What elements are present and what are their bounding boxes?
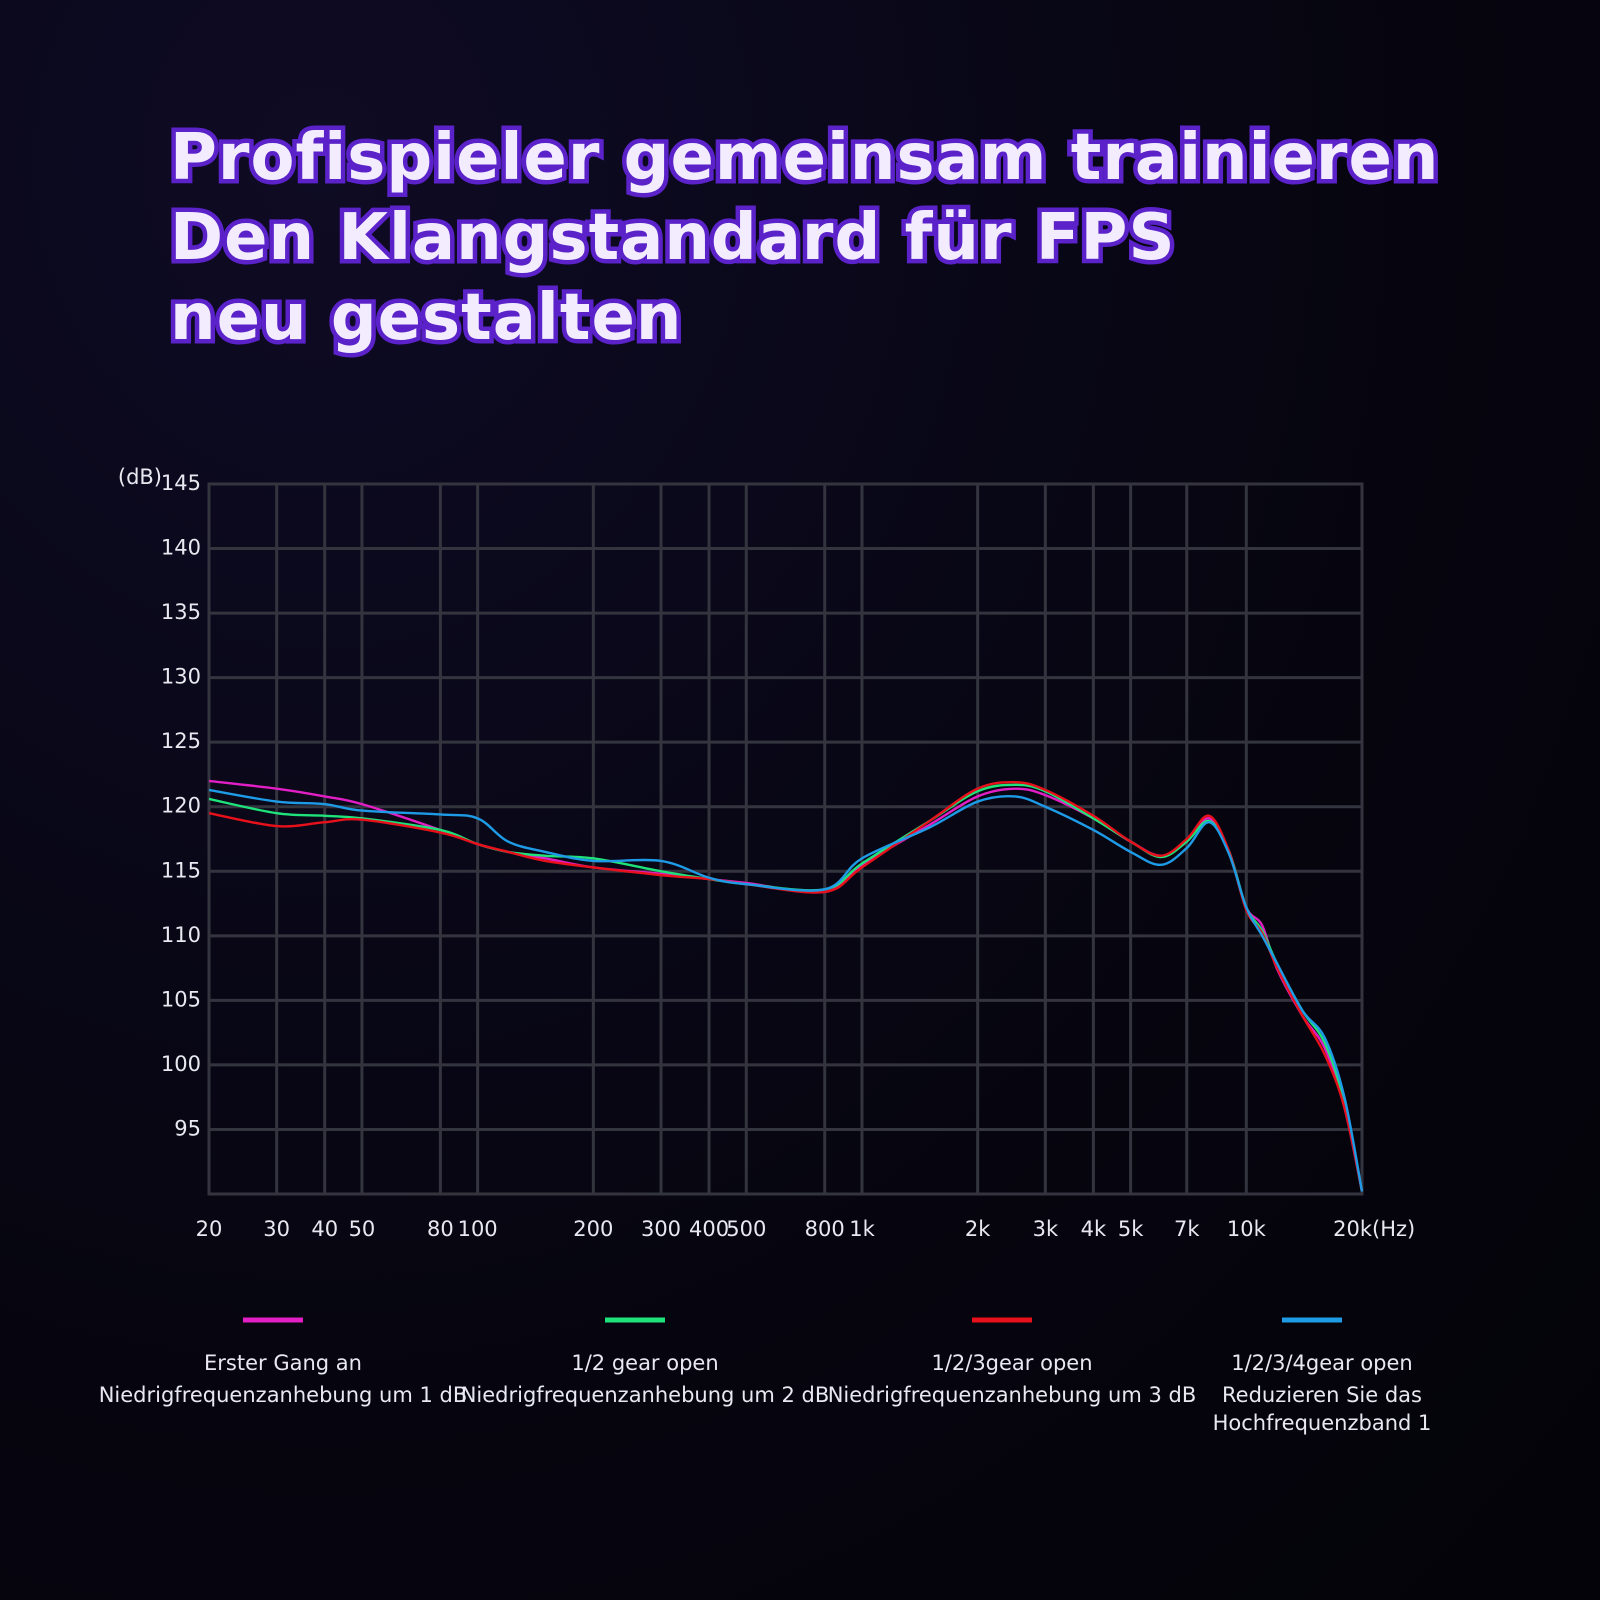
legend-note: Niedrigfrequenzanhebung um 3 dB xyxy=(828,1383,1197,1407)
y-tick-label: 110 xyxy=(161,923,201,947)
x-tick-label: 1k xyxy=(849,1217,875,1241)
legend-label: 1/2/3/4gear open xyxy=(1231,1351,1413,1375)
x-tick-label: 20k xyxy=(1333,1217,1373,1241)
x-tick-label: 20 xyxy=(196,1217,223,1241)
x-tick-label: 300 xyxy=(641,1217,681,1241)
plot-frame xyxy=(207,482,1364,1196)
y-tick-label: 100 xyxy=(161,1052,201,1076)
x-unit: (Hz) xyxy=(1372,1217,1415,1241)
series-line xyxy=(208,788,1364,1192)
legend-note: Niedrigfrequenzanhebung um 1 dB xyxy=(99,1383,468,1407)
x-tick-label: 10k xyxy=(1227,1217,1267,1241)
y-unit: (dB) xyxy=(118,465,162,489)
legend-label: 1/2 gear open xyxy=(571,1351,718,1375)
legend-label: Erster Gang an xyxy=(204,1351,362,1375)
x-tick-label: 7k xyxy=(1174,1217,1200,1241)
y-tick-label: 105 xyxy=(161,987,201,1011)
y-tick-label: 130 xyxy=(161,665,201,689)
title: Profispieler gemeinsam trainieren Den Kl… xyxy=(166,117,1443,360)
title-line: Profispieler gemeinsam trainieren xyxy=(166,117,1443,200)
x-tick-label: 2k xyxy=(965,1217,991,1241)
y-tick-label: 135 xyxy=(161,600,201,624)
x-tick-label: 4k xyxy=(1081,1217,1107,1241)
title-line: Den Klangstandard für FPS neu gestalten xyxy=(166,197,1180,360)
legend-note: Reduzieren Sie das xyxy=(1222,1383,1422,1407)
legend-label: 1/2/3gear open xyxy=(931,1351,1092,1375)
y-tick-label: 145 xyxy=(161,471,201,495)
x-tick-label: 3k xyxy=(1033,1217,1059,1241)
y-tick-label: 140 xyxy=(161,536,201,560)
x-tick-label: 200 xyxy=(573,1217,613,1241)
y-tick-label: 125 xyxy=(161,729,201,753)
x-tick-label: 100 xyxy=(458,1217,498,1241)
legend-note: Hochfrequenzband 1 xyxy=(1213,1411,1432,1435)
series-line xyxy=(208,780,1364,1192)
legend-note: Niedrigfrequenzanhebung um 2 dB xyxy=(461,1383,830,1407)
x-tick-label: 500 xyxy=(726,1217,766,1241)
x-tick-label: 50 xyxy=(349,1217,376,1241)
x-tick-label: 800 xyxy=(805,1217,845,1241)
x-tick-label: 80 xyxy=(427,1217,454,1241)
x-tick-label: 5k xyxy=(1118,1217,1144,1241)
y-tick-label: 120 xyxy=(161,794,201,818)
x-tick-label: 40 xyxy=(311,1217,338,1241)
x-tick-label: 30 xyxy=(263,1217,290,1241)
y-tick-label: 115 xyxy=(161,858,201,882)
y-tick-label: 95 xyxy=(174,1116,201,1140)
x-tick-label: 400 xyxy=(689,1217,729,1241)
